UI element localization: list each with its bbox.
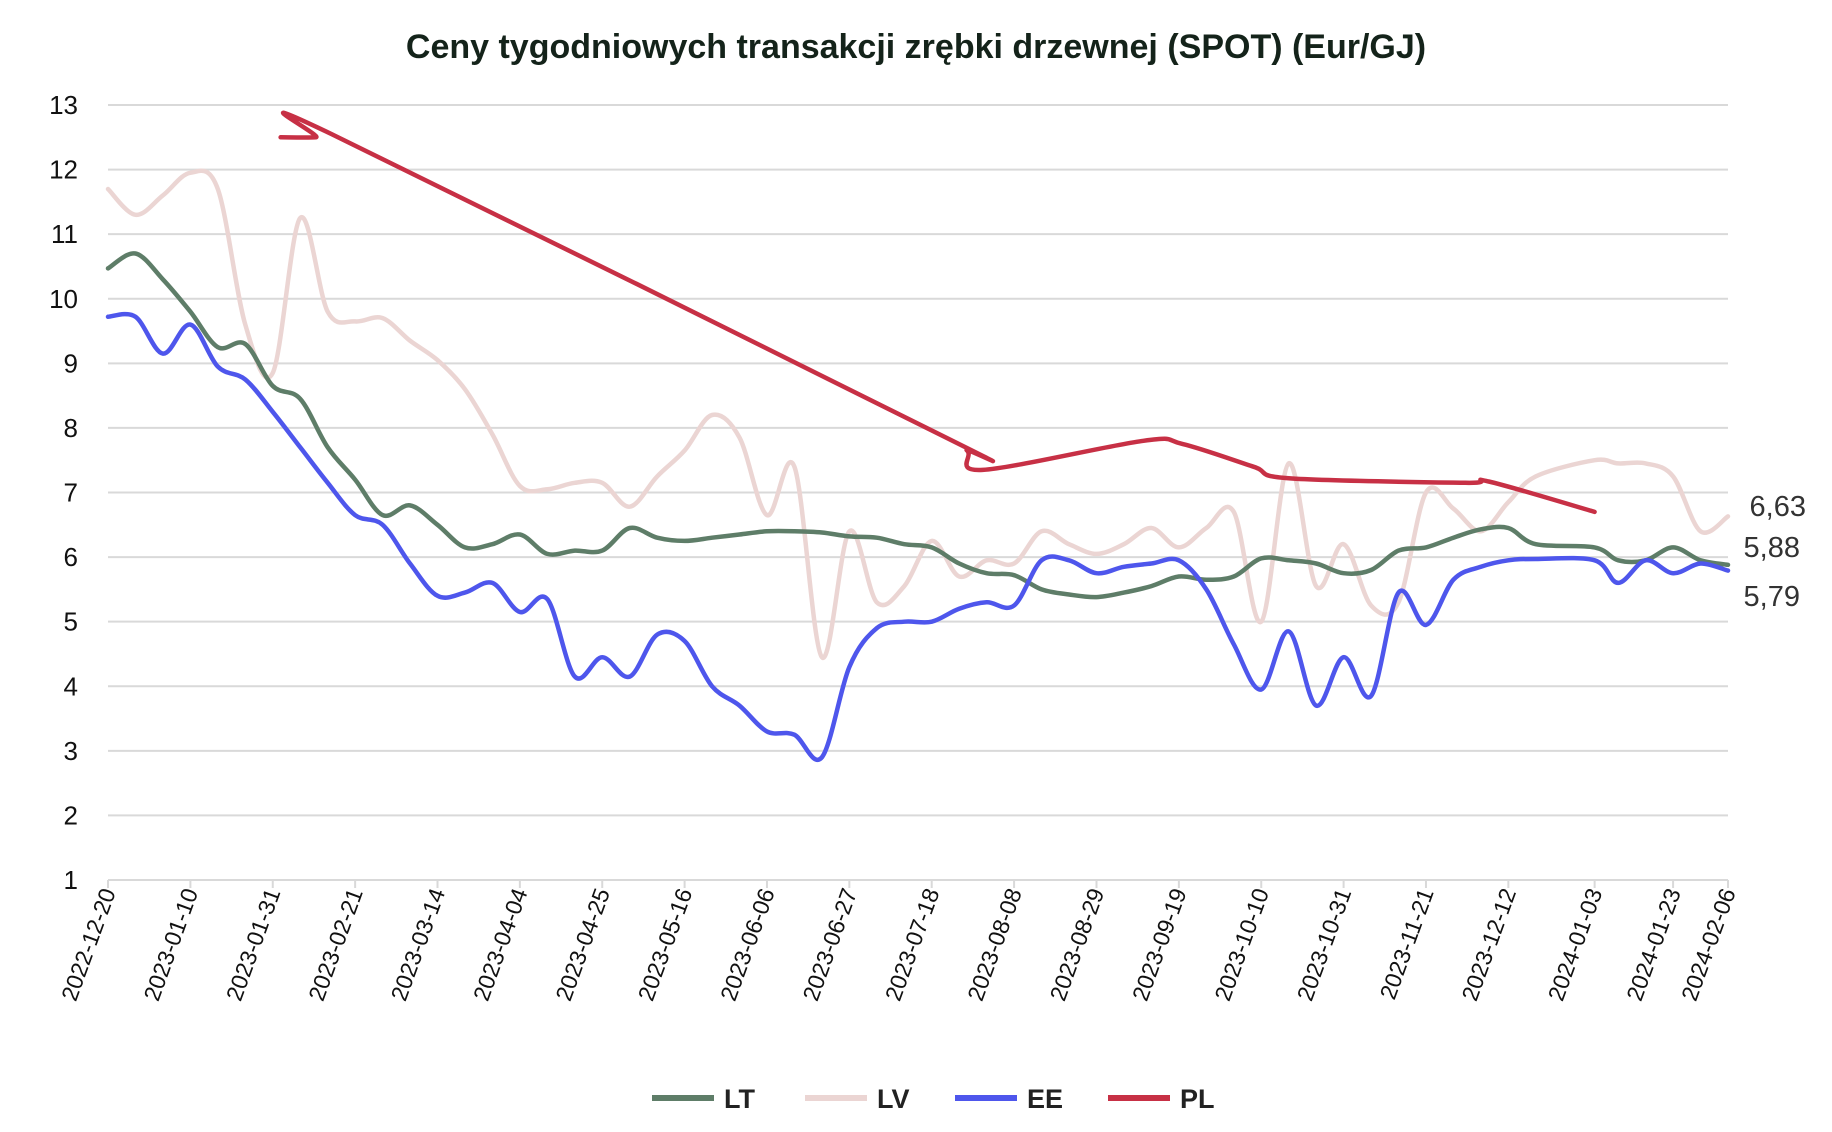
y-tick-label: 8 xyxy=(64,413,78,443)
x-tick-label: 2023-09-19 xyxy=(1127,885,1192,1004)
y-tick-label: 1 xyxy=(64,865,78,895)
x-tick-label: 2023-04-04 xyxy=(468,885,533,1005)
end-label-lv: 6,63 xyxy=(1750,491,1806,523)
end-label-ee: 5,79 xyxy=(1744,581,1800,613)
x-tick-label: 2023-10-31 xyxy=(1292,885,1357,1004)
x-tick-label: 2023-06-27 xyxy=(797,885,862,1004)
legend-label-lt: LT xyxy=(724,1084,755,1114)
legend: LT LV EE PL xyxy=(652,1084,1215,1114)
x-tick-label: 2023-12-12 xyxy=(1456,885,1521,1004)
x-tick-label: 2023-10-10 xyxy=(1209,885,1274,1004)
x-tick-label: 2024-01-23 xyxy=(1621,885,1686,1004)
x-tick-label: 2023-04-25 xyxy=(550,885,615,1004)
gridlines xyxy=(108,104,1728,881)
x-tick-label: 2022-12-20 xyxy=(56,885,121,1004)
legend-label-ee: EE xyxy=(1027,1084,1063,1114)
end-label-lt: 5,88 xyxy=(1744,532,1800,564)
x-tick-label: 2023-08-29 xyxy=(1045,885,1110,1004)
series-line-lv xyxy=(105,168,1731,660)
legend-label-pl: PL xyxy=(1180,1084,1215,1114)
x-tick-label: 2023-02-21 xyxy=(303,885,368,1004)
y-tick-label: 5 xyxy=(64,607,78,637)
y-tick-label: 3 xyxy=(64,736,78,766)
y-tick-label: 4 xyxy=(64,671,78,701)
x-tick-label: 2023-03-14 xyxy=(386,885,451,1005)
y-tick-label: 7 xyxy=(64,478,78,508)
y-tick-label: 2 xyxy=(64,800,78,830)
x-tick-label: 2023-07-18 xyxy=(880,885,945,1004)
x-tick-label: 2023-05-16 xyxy=(633,885,698,1004)
series-line-lt xyxy=(105,251,1731,600)
y-tick-label: 12 xyxy=(49,155,78,185)
x-tick-label: 2024-01-03 xyxy=(1543,885,1608,1004)
x-tick-label: 2023-08-08 xyxy=(962,885,1027,1004)
series-line-pl xyxy=(278,110,1597,515)
y-tick-label: 11 xyxy=(51,219,78,249)
x-tick-label: 2023-01-10 xyxy=(138,885,203,1004)
y-tick-label: 9 xyxy=(64,348,78,378)
y-tick-label: 6 xyxy=(64,542,78,572)
legend-label-lv: LV xyxy=(877,1084,910,1114)
chart-title: Ceny tygodniowych transakcji zrębki drze… xyxy=(406,28,1426,66)
series-lines xyxy=(105,110,1731,762)
y-tick-label: 13 xyxy=(49,90,78,120)
x-tick-label: 2023-06-06 xyxy=(715,885,780,1004)
x-tick-label: 2024-02-06 xyxy=(1676,885,1741,1004)
y-tick-label: 10 xyxy=(49,284,78,314)
series-line-ee xyxy=(105,311,1731,762)
x-tick-label: 2023-01-31 xyxy=(221,885,286,1004)
x-tick-label: 2023-11-21 xyxy=(1375,885,1439,1003)
x-axis-ticks: 2022-12-20 2023-01-10 2023-01-31 2023-02-21… xyxy=(56,880,1741,1004)
